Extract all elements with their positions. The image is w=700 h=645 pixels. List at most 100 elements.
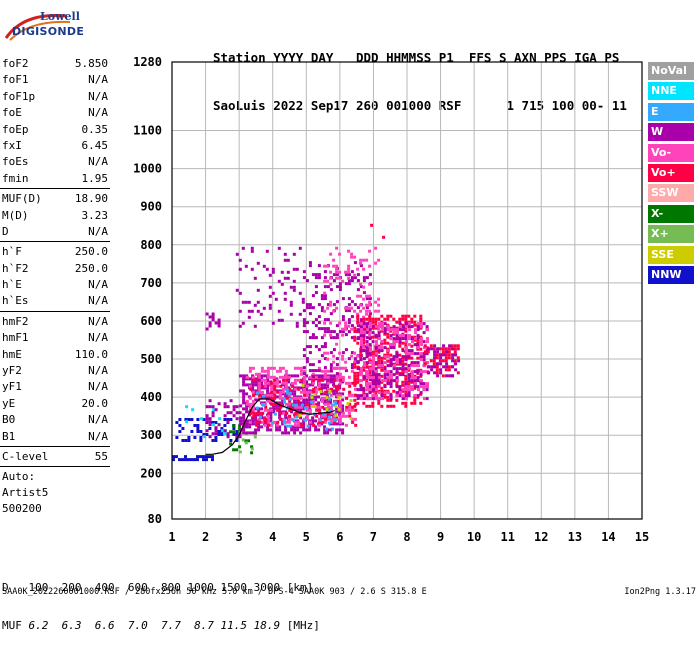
echo-point: [273, 396, 277, 400]
echo-point: [293, 378, 297, 382]
echo-point: [293, 366, 297, 370]
echo-point: [305, 393, 309, 397]
echo-point: [297, 411, 301, 415]
echo-point: [256, 309, 260, 313]
echo-point: [377, 355, 381, 359]
echo-point: [317, 423, 321, 427]
echo-point: [383, 392, 387, 396]
echo-point: [320, 392, 324, 396]
param-row-ye: yE 20.0: [0, 396, 112, 412]
echo-point: [344, 414, 348, 418]
echo-point: [255, 378, 259, 382]
echo-point: [326, 387, 330, 391]
echo-point: [223, 405, 227, 409]
autoscaling-program: Artist5: [2, 486, 49, 500]
echo-point: [410, 356, 414, 360]
y-tick-label: 700: [140, 276, 162, 290]
echo-point: [344, 324, 348, 328]
echo-point: [349, 417, 353, 420]
echo-point: [242, 389, 246, 393]
echo-point: [286, 276, 290, 280]
echo-point: [320, 414, 324, 418]
echo-point: [312, 378, 316, 382]
echo-point: [372, 385, 375, 389]
echo-point: [386, 382, 390, 386]
echo-point: [251, 383, 255, 387]
echo-point: [284, 428, 288, 432]
echo-point: [404, 314, 408, 318]
echo-point: [439, 356, 443, 360]
echo-point: [413, 314, 417, 318]
echo-point: [251, 431, 255, 435]
echo-point: [245, 383, 249, 387]
echo-point: [423, 388, 426, 392]
echo-point: [281, 375, 285, 379]
echo-point: [300, 403, 304, 407]
echo-point: [308, 345, 312, 349]
echo-point: [314, 276, 318, 280]
echo-point: [284, 402, 288, 406]
echo-point: [254, 383, 258, 387]
echo-point: [332, 360, 336, 364]
echo-point: [272, 410, 276, 414]
echo-point: [392, 332, 396, 336]
echo-point: [416, 343, 420, 347]
echo-point: [211, 421, 215, 424]
param-value: 250.0: [74, 245, 108, 259]
echo-point: [323, 279, 327, 283]
echo-point: [356, 312, 360, 316]
echo-point: [407, 394, 411, 398]
echo-point: [454, 362, 458, 366]
echo-point: [205, 414, 209, 418]
echo-point: [341, 357, 345, 361]
echo-point: [266, 414, 270, 418]
echo-point: [290, 428, 294, 432]
legend-item-xminus: X-: [648, 204, 694, 223]
echo-point: [368, 300, 372, 304]
echo-point: [389, 329, 393, 333]
echo-point: [341, 404, 345, 408]
echo-point: [396, 379, 399, 383]
echo-point: [329, 420, 333, 424]
echo-point: [291, 405, 295, 409]
echo-point: [269, 423, 273, 427]
echo-point: [347, 267, 351, 271]
echo-point: [329, 252, 333, 256]
echo-point: [374, 353, 378, 357]
echo-point: [278, 425, 282, 429]
echo-point: [347, 282, 351, 286]
echo-point: [275, 381, 279, 385]
divider: [0, 188, 110, 190]
param-name: MUF(D): [2, 192, 42, 206]
echo-point: [291, 384, 295, 388]
echo-point: [365, 362, 369, 366]
echo-point: [272, 404, 276, 408]
echo-point: [383, 332, 387, 336]
echo-point: [384, 355, 387, 359]
echo-point: [398, 388, 402, 392]
echo-point: [317, 315, 321, 319]
echo-point: [252, 378, 256, 382]
echo-point: [366, 343, 369, 347]
echo-point: [335, 273, 339, 277]
param-value: N/A: [88, 155, 108, 169]
echo-point: [456, 344, 460, 348]
echo-point: [293, 423, 297, 427]
echo-point: [419, 326, 423, 330]
echo-point: [255, 411, 259, 415]
echo-point: [401, 359, 405, 363]
echo-point: [420, 358, 423, 362]
echo-point: [368, 378, 372, 382]
echo-point: [374, 246, 378, 250]
echo-point: [262, 306, 266, 310]
echo-point: [347, 393, 351, 397]
echo-point: [411, 364, 414, 368]
echo-point: [317, 273, 321, 277]
echo-point: [407, 314, 411, 318]
echo-point: [387, 328, 390, 332]
echo-point: [335, 410, 339, 414]
echo-point: [359, 385, 363, 389]
echo-point: [320, 396, 324, 400]
echo-point: [344, 360, 348, 364]
echo-point: [404, 382, 408, 386]
